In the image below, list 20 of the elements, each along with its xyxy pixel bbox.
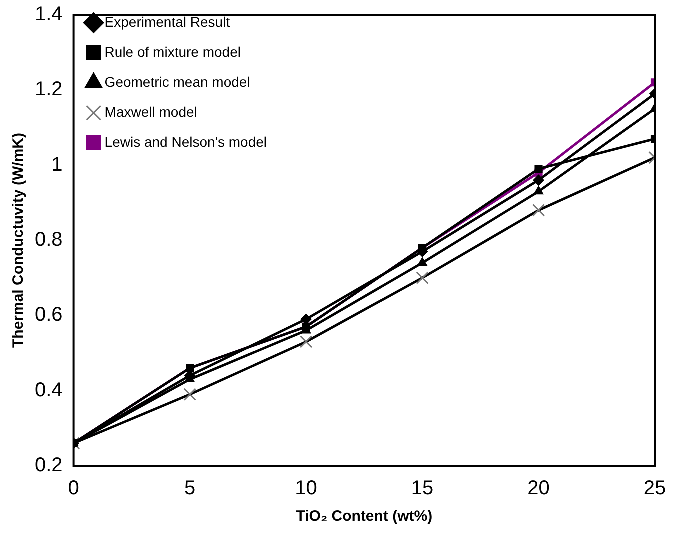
y-tick-label: 0.8 [34, 229, 63, 252]
x-tick-label: 0 [68, 478, 80, 500]
x-tick-label: 25 [644, 478, 666, 500]
legend-label: Lewis and Nelson's model [104, 134, 268, 150]
x-tick-label: 10 [295, 478, 318, 500]
y-tick-label: 0.6 [34, 304, 63, 326]
y-axis-title: Thermal Conductuvity (W/mK) [10, 132, 28, 348]
y-tick-label: 1.4 [34, 4, 63, 26]
y-tick-label: 1 [52, 154, 63, 176]
y-tick-label: 1.2 [34, 78, 63, 101]
x-tick-label: 5 [184, 478, 196, 500]
y-tick-label: 0.4 [34, 379, 63, 402]
legend-label: Rule of mixture model [104, 44, 241, 60]
y-tick-label: 0.2 [34, 454, 63, 477]
x-axis-title: TiO₂ Content (wt%) [296, 508, 433, 526]
legend-label: Maxwell model [104, 104, 198, 120]
x-tick-label: 20 [528, 478, 550, 500]
legend-label: Experimental Result [104, 14, 230, 30]
x-tick-label: 15 [411, 478, 434, 500]
legend-label: Geometric mean model [104, 74, 250, 90]
